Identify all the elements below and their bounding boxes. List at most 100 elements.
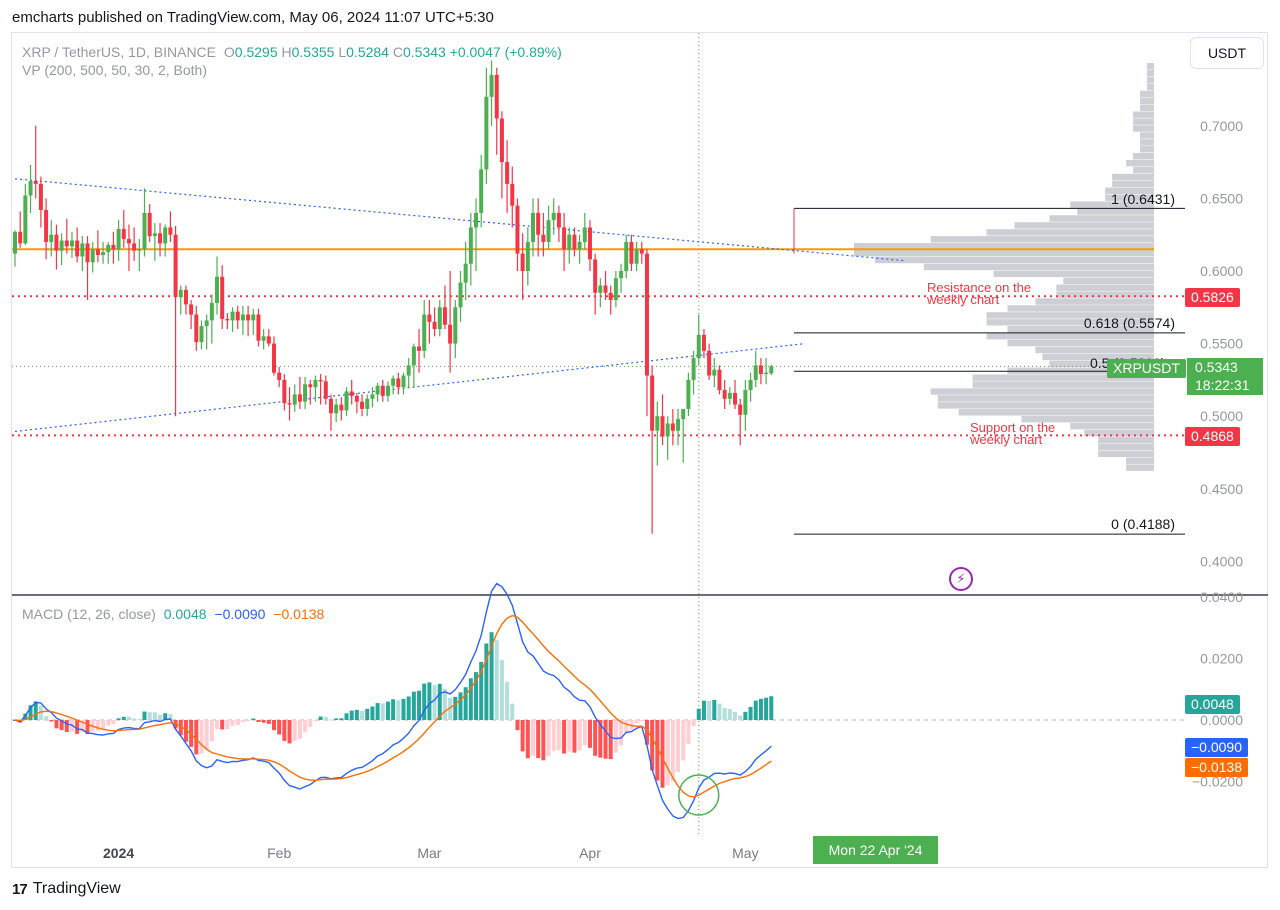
candle-2024-03-20: [525, 241, 530, 271]
vp-bar: [1140, 90, 1154, 98]
resistance-annotation-line2: weekly chart: [926, 292, 1000, 307]
candle-2024-01-11: [168, 227, 173, 235]
chart-frame[interactable]: [11, 32, 1268, 868]
candle-2024-05-04: [758, 365, 763, 375]
candle-2024-05-05: [764, 372, 769, 375]
macd-hist-bar-2024-04-08: [624, 720, 629, 734]
crosshair-date-label: Mon 22 Apr '24: [813, 836, 938, 864]
indicator-legend[interactable]: VP (200, 500, 50, 30, 2, Both): [22, 62, 207, 78]
macd-name: MACD (12, 26, close): [22, 606, 156, 622]
macd-hist-bar-2024-02-12: [334, 718, 339, 720]
candle-2024-02-29: [422, 314, 427, 351]
macd-hist-bar-2024-04-21: [691, 720, 696, 727]
vp-bar: [1070, 422, 1154, 430]
candle-2024-02-03: [287, 403, 292, 405]
macd-hist-bar-2024-01-18: [204, 720, 209, 750]
macd-legend[interactable]: MACD (12, 26, close) 0.0048 −0.0090 −0.0…: [22, 606, 324, 622]
close-value: 0.5343: [402, 44, 446, 60]
vp-bar: [1147, 69, 1154, 77]
macd-hist-bar-2024-02-03: [287, 720, 292, 744]
vp-bar: [1021, 416, 1154, 423]
candle-2024-02-12: [334, 404, 339, 414]
candle-2024-04-12: [644, 253, 649, 376]
candle-2024-02-26: [406, 365, 411, 376]
macd-hist-bar-2024-05-06: [769, 696, 774, 720]
macd-hist-bar-2023-12-16: [33, 701, 38, 720]
macd-tick-0.0000: 0.0000: [1200, 712, 1243, 728]
candle-2024-04-24: [707, 350, 712, 376]
vp-bar: [1049, 360, 1154, 368]
candle-2024-01-25: [240, 314, 245, 321]
candle-2024-04-22: [696, 334, 701, 359]
macd-hist-bar-2024-04-22: [696, 708, 701, 720]
macd-hist-bar-2024-02-06: [303, 720, 308, 733]
macd-hist-bar-2024-04-14: [655, 720, 660, 781]
candle-2024-04-18: [676, 419, 681, 431]
macd-hist-bar-2024-01-20: [215, 720, 220, 730]
candle-2024-03-26: [556, 212, 561, 228]
candle-2024-04-14: [655, 416, 660, 431]
candle-2024-01-29: [261, 336, 266, 341]
macd-hist-bar-2024-05-01: [743, 711, 748, 720]
macd-hist-bar-2024-04-05: [608, 720, 613, 760]
candle-2024-01-09: [158, 233, 163, 244]
candle-2024-04-20: [686, 379, 691, 409]
macd-hist-bar-2024-01-30: [266, 720, 271, 724]
candle-2024-02-11: [328, 398, 333, 414]
candle-2024-04-06: [613, 278, 618, 301]
macd-hist-bar-2024-01-29: [261, 720, 266, 723]
macd-hist-bar-2023-12-26: [85, 720, 90, 735]
macd-hist-bar-2023-12-18: [44, 716, 49, 720]
resistance-annotation-line1: Resistance on the: [927, 280, 1031, 295]
vp-bar: [1063, 277, 1154, 285]
tradingview-logo[interactable]: 17 TradingView: [12, 880, 121, 898]
macd-hist-bar-2024-03-16: [505, 681, 510, 720]
candle-2023-12-20: [54, 234, 59, 251]
candle-2023-12-25: [80, 243, 85, 257]
macd-hist-bar-2024-04-13: [650, 720, 655, 771]
time-axis[interactable]: 2024FebMarAprMayJun: [103, 845, 917, 861]
candle-2024-04-01: [587, 227, 592, 260]
macd-hist-bar-2023-12-29: [101, 720, 106, 730]
candle-2024-01-06: [142, 212, 147, 250]
candle-2023-12-24: [75, 240, 80, 257]
candle-2024-01-08: [152, 233, 157, 237]
candlesticks: [13, 60, 774, 534]
macd-hist-bar-2024-01-16: [194, 720, 199, 755]
macd-hist-bar-2024-02-22: [385, 701, 390, 720]
candle-2024-02-05: [297, 394, 302, 402]
candle-2024-05-03: [753, 365, 758, 380]
candle-2024-03-27: [562, 227, 567, 250]
candle-2024-03-02: [432, 321, 437, 330]
candle-2024-04-23: [701, 334, 706, 351]
candle-2024-04-26: [717, 369, 722, 391]
price-axis[interactable]: 0.7000 0.6500 0.6000 0.5500 0.5000 0.4500 0.40…: [1192, 118, 1243, 790]
candle-2024-02-25: [401, 375, 406, 388]
macd-hist-bar-2024-01-05: [137, 719, 142, 721]
vp-bar: [930, 388, 1154, 395]
vp-bar: [1105, 187, 1154, 195]
candle-2024-01-17: [199, 326, 204, 343]
lightning-icon[interactable]: ⚡: [949, 567, 973, 591]
candle-2024-03-22: [536, 212, 541, 235]
vp-bar: [1147, 76, 1154, 84]
macd-hist-bar-2024-03-24: [546, 720, 551, 757]
macd-hist-bar-2024-02-04: [292, 720, 297, 741]
symbol-name[interactable]: XRP / TetherUS, 1D, BINANCE: [22, 44, 216, 60]
candle-2024-01-19: [209, 302, 214, 321]
macd-hist-bar-2024-04-25: [712, 699, 717, 720]
macd-hist-bar-2024-01-13: [178, 720, 183, 736]
macd-hist-bar-2024-05-05: [764, 697, 769, 720]
macd-hist-bar-2024-02-09: [318, 716, 323, 720]
vp-bar: [972, 374, 1154, 381]
candle-2024-03-17: [510, 183, 515, 206]
macd-hist-bar-2024-02-27: [411, 691, 416, 720]
candle-2024-05-02: [748, 379, 753, 391]
candle-2024-03-31: [582, 227, 587, 242]
candle-2023-12-28: [95, 249, 100, 256]
currency-button[interactable]: USDT: [1190, 37, 1264, 69]
candle-2024-03-19: [520, 253, 525, 271]
macd-hist-bar-2024-03-01: [427, 682, 432, 720]
vp-bar: [1112, 180, 1154, 188]
